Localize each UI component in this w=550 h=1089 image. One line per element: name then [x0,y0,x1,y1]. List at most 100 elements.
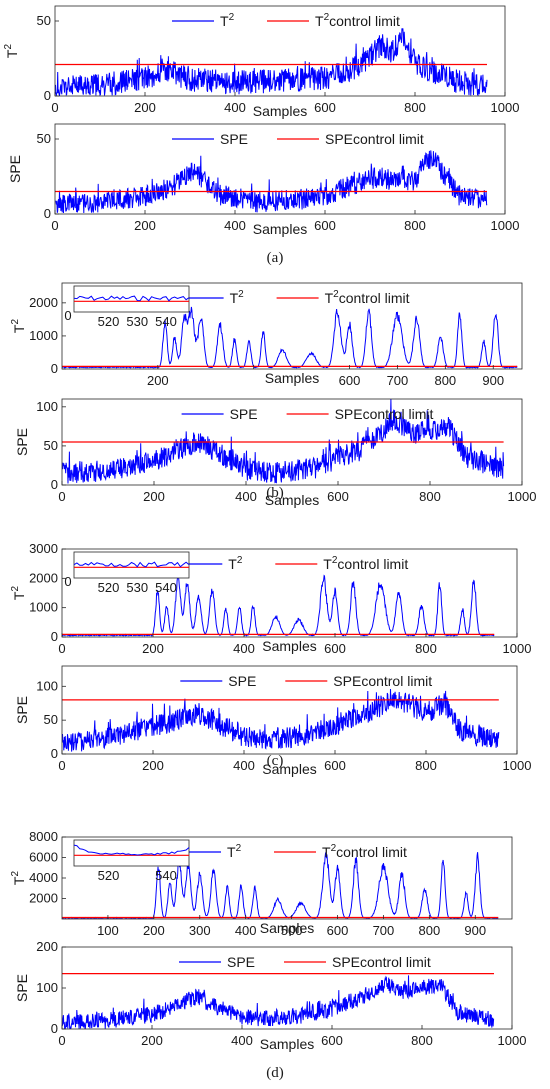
y-tick-label: 50 [37,131,51,146]
x-tick-label: 300 [189,923,211,938]
y-tick-label: 0 [51,361,58,376]
x-axis-label: Samples [260,1036,314,1052]
legend-limit-label: T2control limit [325,289,410,306]
plot-frame [54,5,506,97]
legend: T2 T2control limit [172,12,400,29]
x-tick-label: 600 [339,373,361,388]
y-axis-label: SPE [14,974,30,1002]
legend: SPE SPEcontrol limit [179,954,431,970]
x-tick-label: 600 [327,489,349,504]
y-tick-label: 0 [51,1021,58,1036]
x-tick-label: 200 [134,100,156,115]
x-tick-label: 600 [314,218,336,233]
x-tick-label: 400 [224,218,246,233]
zoom-inset: 520 540 [73,839,190,883]
x-axis-label: Samples [260,920,314,936]
series-line [62,306,518,369]
x-tick-label: 1000 [491,218,520,233]
legend-series-label: T2 [230,289,245,306]
y-tick-label: 0 [51,629,58,644]
plot-frame [61,548,518,638]
zoom-inset: 520 530 540 0 [64,551,190,595]
x-axis-label: Samples [262,761,316,777]
x-tick-label: 800 [418,923,440,938]
x-tick-label: 500 [281,923,303,938]
chart-4-1: 100 200 300 400 500 600 700 800 900 2000 4000 6000 8… [10,829,513,938]
x-tick-label: 1000 [503,758,532,773]
x-tick-label: 800 [434,373,456,388]
y-tick-label: 0 [44,206,51,221]
legend-series-label: T2 [227,843,242,860]
y-tick-label: 6000 [29,850,58,865]
x-tick-label: 0 [51,218,58,233]
x-tick-label: 600 [324,641,346,656]
legend: SPE SPEcontrol limit [181,406,434,422]
x-tick-label: 900 [482,373,504,388]
y-tick-label: 100 [36,980,58,995]
y-axis-label: T2 [10,319,27,334]
y-tick-label: 0 [51,477,58,492]
x-tick-label: 400 [235,489,257,504]
y-tick-label: 8000 [29,829,58,844]
y-axis-label: SPE [14,428,30,456]
legend-limit-label: T2control limit [315,12,400,29]
chart-1-1: 0 200 400 600 800 1000 0 50 Samples T2 T2 T2control… [3,5,520,119]
legend-series-label: SPE [227,954,255,970]
x-tick-label: 200 [143,923,165,938]
x-tick-label: 400 [233,758,255,773]
y-axis-label: SPE [7,155,23,183]
legend-limit-label: SPEcontrol limit [325,131,424,147]
x-tick-label: 0 [58,641,65,656]
legend-series-label: SPE [230,406,258,422]
zoom-inset: 520 530 540 0 [64,285,190,329]
chart-2-2: 0 200 400 600 800 1000 0 50 100 Samples SPE SPE SPEc… [14,398,537,508]
series-line [55,28,488,96]
x-tick-label: 1000 [491,100,520,115]
x-tick-label: 800 [415,758,437,773]
y-tick-label: 50 [44,438,58,453]
x-tick-label: 800 [404,218,426,233]
y-tick-label: 1000 [29,328,58,343]
x-axis-label: Samples [253,221,307,237]
legend-limit-label: SPEcontrol limit [333,673,432,689]
x-tick-label: 400 [233,641,255,656]
y-tick-label: 2000 [29,891,58,906]
inset-tick-label: 540 [155,868,177,883]
plot-frame [54,123,506,215]
x-axis-label: Samples [253,103,307,119]
y-axis-label: T2 [3,44,20,59]
chart-2-1: 200 600 700 800 900 0 1000 2000 Samples T2 T2 T2con… [10,282,523,388]
legend-series-label: SPE [220,131,248,147]
legend: T2 T2control limit [180,555,408,572]
x-tick-label: 800 [415,641,437,656]
y-tick-label: 2000 [29,295,58,310]
x-axis-label: Samples [265,370,319,386]
x-tick-label: 400 [231,1033,253,1048]
inset-tick-label: 530 [126,314,148,329]
x-tick-label: 200 [141,1033,163,1048]
x-tick-label: 1000 [508,489,537,504]
x-tick-label: 200 [147,373,169,388]
x-tick-label: 200 [134,218,156,233]
inset-tick-label: 540 [155,580,177,595]
y-tick-label: 200 [36,939,58,954]
x-tick-label: 400 [224,100,246,115]
x-tick-label: 1000 [498,1033,527,1048]
x-tick-label: 600 [324,758,346,773]
panel-caption: (a) [267,250,284,266]
y-tick-label: 100 [36,678,58,693]
inset-tick-label: 530 [126,580,148,595]
x-tick-label: 0 [58,758,65,773]
legend-limit-label: T2control limit [322,843,407,860]
x-tick-label: 900 [464,923,486,938]
series-line [62,399,505,484]
x-tick-label: 800 [411,1033,433,1048]
legend-series-label: T2 [220,12,235,29]
y-tick-label: 1000 [29,600,58,615]
legend-series-label: T2 [228,555,243,572]
legend-series-label: SPE [228,673,256,689]
plot-frame [61,282,523,370]
x-tick-label: 700 [387,373,409,388]
